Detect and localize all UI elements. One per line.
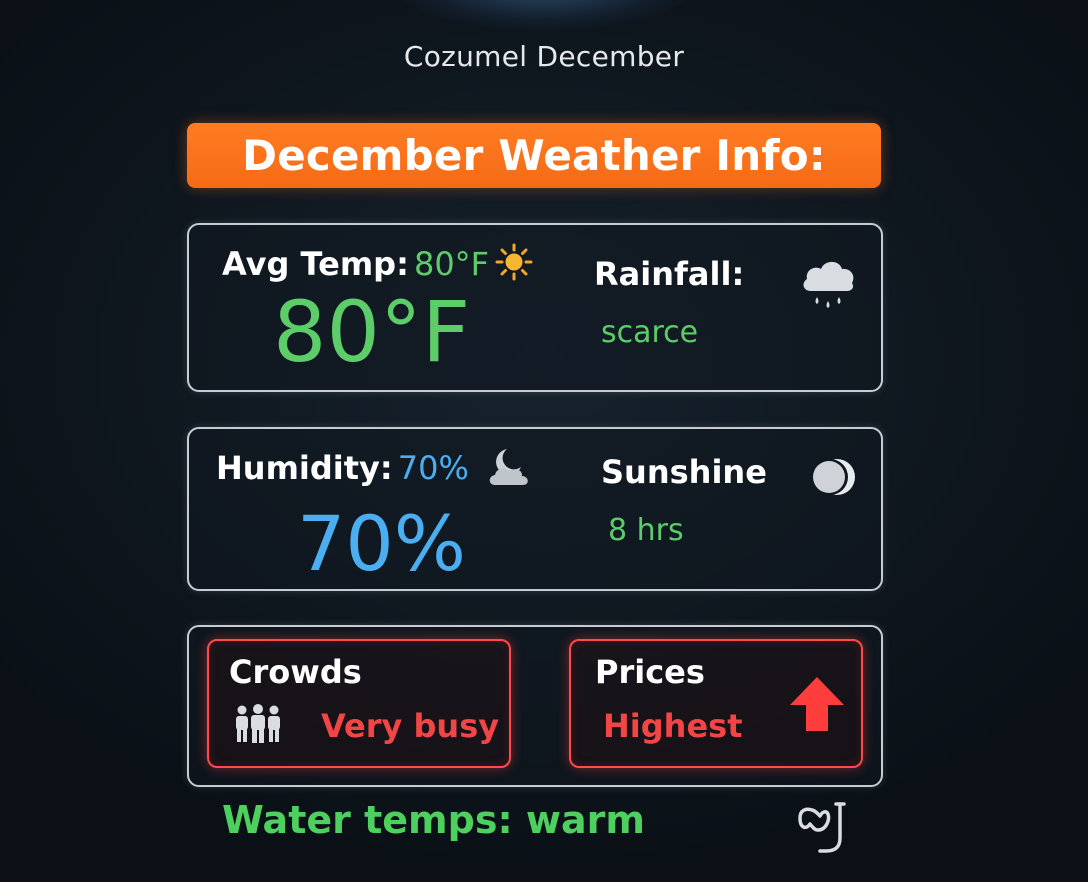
top-glow — [394, 0, 694, 30]
prices-card: Prices Highest — [569, 639, 863, 768]
crowds-value: Very busy — [321, 707, 500, 745]
prices-label: Prices — [595, 653, 705, 691]
sunshine-value: 8 hrs — [608, 513, 684, 548]
humidity-inline-value: 70% — [397, 449, 469, 487]
people-icon — [233, 703, 283, 749]
sun-icon — [495, 243, 533, 285]
crowds-prices-panel: Crowds Very busy — [187, 625, 883, 787]
banner-title: December Weather Info: — [242, 131, 826, 180]
crowds-label: Crowds — [229, 653, 362, 691]
crowds-card: Crowds Very busy — [207, 639, 511, 768]
water-temps-text: Water temps: warm — [222, 798, 645, 842]
snorkel-mask-icon — [796, 800, 848, 858]
moon-cloud-icon — [487, 445, 533, 493]
up-arrow-icon — [787, 675, 847, 737]
rainfall-label: Rainfall: — [594, 255, 745, 293]
page-title: Cozumel December — [403, 40, 685, 73]
humidity-label: Humidity: — [216, 449, 393, 487]
avg-temp-label: Avg Temp: — [222, 245, 409, 283]
avg-temp-big-value: 80°F — [273, 283, 471, 381]
avg-temp-heading: Avg Temp: 80°F — [222, 245, 489, 283]
sunshine-label: Sunshine — [601, 453, 767, 491]
humidity-heading: Humidity: 70% — [216, 449, 469, 487]
avg-temp-inline-value: 80°F — [413, 245, 490, 283]
eclipse-icon — [809, 455, 859, 503]
rain-cloud-icon — [799, 255, 857, 321]
humidity-sunshine-panel: Humidity: 70% 70% Sunshine 8 hrs — [187, 427, 883, 591]
humidity-big-value: 70% — [297, 499, 466, 588]
rainfall-value: scarce — [601, 315, 699, 350]
temperature-rainfall-panel: Avg Temp: 80°F 80°F Rainfall: scarce — [187, 223, 883, 392]
prices-value: Highest — [603, 707, 743, 745]
weather-banner: December Weather Info: — [187, 123, 881, 188]
